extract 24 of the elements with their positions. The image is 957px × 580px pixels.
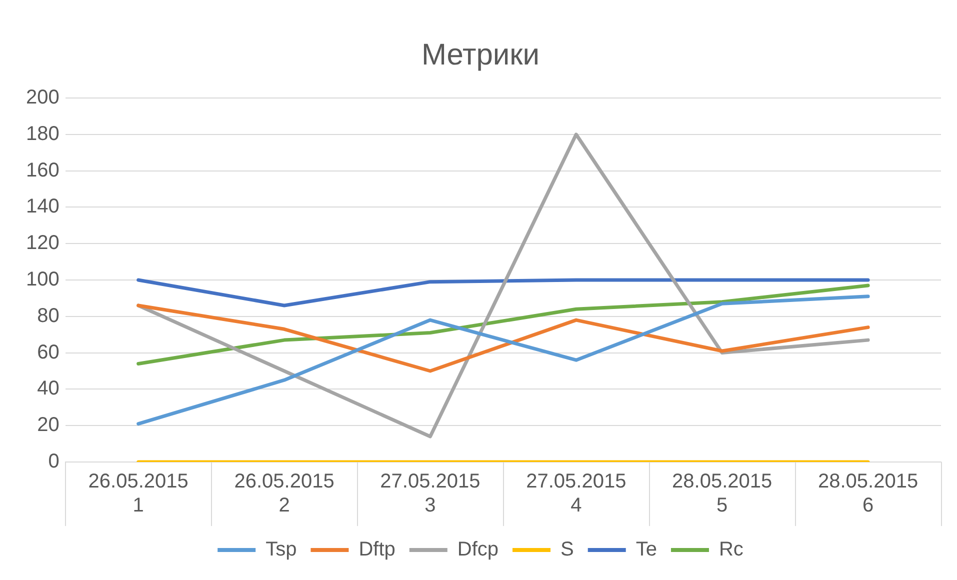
- y-tick-label: 40: [37, 378, 60, 400]
- y-tick-label: 200: [26, 86, 60, 109]
- y-tick-label: 80: [37, 304, 60, 327]
- y-tick-label: 120: [26, 232, 60, 254]
- x-tick-label: 28.05.2015 5: [672, 470, 772, 517]
- legend-label: Rc: [718, 538, 744, 561]
- y-tick-label: 160: [26, 159, 60, 182]
- y-tick-label: 20: [37, 414, 60, 436]
- y-tick-label: 0: [48, 450, 60, 473]
- legend-label: Dftp: [358, 538, 396, 561]
- legend-label: Te: [636, 538, 657, 561]
- x-tick-label: 26.05.2015 2: [234, 470, 334, 517]
- legend-label: Dfcp: [457, 538, 499, 561]
- x-tick-label: 27.05.2015 3: [380, 470, 480, 517]
- chart-title: Метрики: [421, 38, 540, 72]
- x-tick-label: 28.05.2015 6: [818, 470, 918, 517]
- y-tick-label: 140: [26, 196, 60, 218]
- y-tick-label: 60: [37, 341, 60, 364]
- y-tick-label: 180: [26, 122, 60, 145]
- legend-label: S: [560, 538, 574, 561]
- x-tick-label: 27.05.2015 4: [526, 470, 626, 517]
- legend-label: Tsp: [266, 538, 297, 561]
- x-tick-label: 26.05.2015 1: [88, 470, 188, 517]
- y-tick-label: 100: [26, 268, 60, 291]
